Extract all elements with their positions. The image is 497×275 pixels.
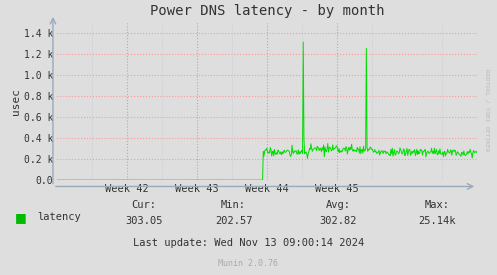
Text: Cur:: Cur:	[132, 200, 157, 210]
Text: 202.57: 202.57	[215, 216, 252, 226]
Title: Power DNS latency - by month: Power DNS latency - by month	[150, 4, 384, 18]
Text: RRDTOOL / TOBI OETIKER: RRDTOOL / TOBI OETIKER	[484, 69, 489, 151]
Text: Min:: Min:	[221, 200, 246, 210]
Y-axis label: usec: usec	[11, 87, 21, 115]
Text: Munin 2.0.76: Munin 2.0.76	[219, 260, 278, 268]
Text: ■: ■	[15, 211, 27, 224]
Text: 302.82: 302.82	[319, 216, 357, 226]
Text: Avg:: Avg:	[326, 200, 350, 210]
Text: Last update: Wed Nov 13 09:00:14 2024: Last update: Wed Nov 13 09:00:14 2024	[133, 238, 364, 248]
Text: 25.14k: 25.14k	[418, 216, 456, 226]
Text: latency: latency	[37, 212, 81, 222]
Text: Max:: Max:	[425, 200, 450, 210]
Text: 303.05: 303.05	[125, 216, 163, 226]
